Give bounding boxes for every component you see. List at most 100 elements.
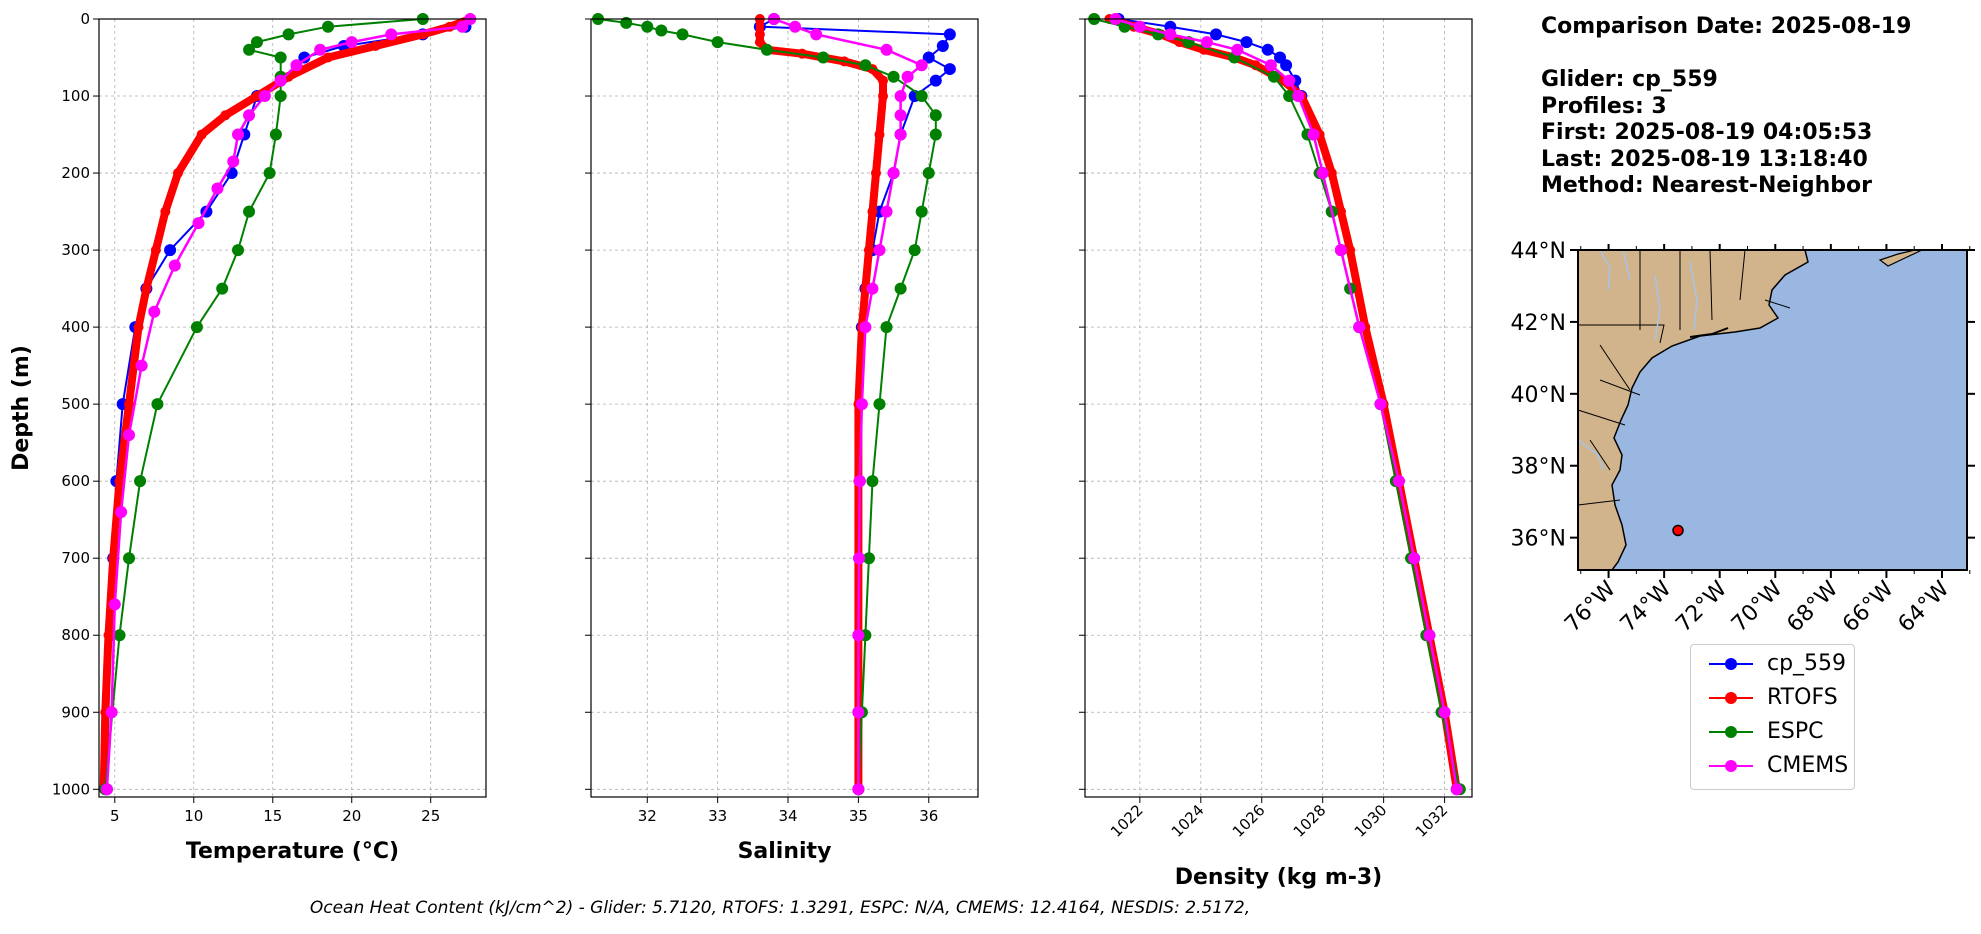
data-point-cmems: [115, 505, 128, 518]
data-point-rtofs: [863, 245, 874, 256]
data-point-cmems: [810, 28, 823, 41]
data-point-cmems: [1292, 90, 1305, 103]
data-point-cmems: [1408, 552, 1421, 565]
data-point-cmems: [789, 20, 802, 33]
data-point-cmems: [1374, 398, 1387, 411]
data-point-rtofs: [874, 129, 885, 140]
lon-label: 70°W: [1727, 576, 1788, 637]
x-tick-label: 1026: [1229, 801, 1269, 841]
data-point-cmems: [873, 244, 886, 257]
data-point-cmems: [1231, 43, 1244, 56]
data-point-espc: [269, 128, 282, 141]
river: [1689, 261, 1698, 331]
data-point-rtofs: [196, 129, 207, 140]
x-tick-label: 20: [342, 807, 361, 825]
state-border: [1764, 299, 1791, 309]
data-point-cmems: [1133, 20, 1146, 33]
data-point-cmems: [1316, 167, 1329, 180]
x-axis-label: Salinity: [738, 839, 832, 864]
lat-label: 36°N: [1511, 527, 1566, 552]
legend-item-glider: cp_559: [1701, 649, 1851, 679]
data-point-espc: [322, 20, 335, 33]
x-tick-label: 15: [263, 807, 282, 825]
y-tick-label: 200: [61, 164, 90, 182]
state-border: [1577, 499, 1621, 506]
series-line-rtofs: [99, 15, 472, 790]
long-island-coast: [1689, 333, 1713, 338]
y-tick-label: 400: [61, 318, 90, 336]
data-point-cmems: [1164, 28, 1177, 41]
y-tick-label: 0: [80, 10, 90, 28]
data-point-espc: [873, 398, 886, 411]
lat-label: 42°N: [1511, 311, 1566, 336]
data-point-cmems: [1334, 244, 1347, 257]
data-point-cmems: [385, 28, 398, 41]
data-point-cmems: [100, 783, 113, 796]
data-point-espc: [243, 205, 256, 218]
profile-count: Profiles: 3: [1541, 93, 1667, 119]
info-spacer: [1541, 41, 1911, 68]
data-point-espc: [1283, 90, 1296, 103]
y-tick-label: 300: [61, 241, 90, 259]
x-tick-label: 34: [778, 807, 797, 825]
glider-name: Glider: cp_559: [1541, 67, 1718, 92]
legend-item-espc: ESPC: [1701, 717, 1851, 747]
data-point-cp-559: [164, 244, 177, 257]
data-point-cmems: [852, 629, 865, 642]
data-point-cmems: [123, 428, 136, 441]
data-point-espc: [134, 475, 147, 488]
legend-item-rtofs: RTOFS: [1701, 683, 1851, 713]
data-point-espc: [922, 167, 935, 180]
data-point-espc: [190, 321, 203, 334]
data-point-cmems: [901, 70, 914, 83]
river: [1654, 274, 1661, 341]
data-point-espc: [655, 24, 668, 37]
comparison-date: Comparison Date: 2025-08-19: [1541, 14, 1912, 39]
lat-label: 38°N: [1511, 455, 1566, 480]
x-tick-label: 1032: [1412, 801, 1452, 841]
x-tick-label: 1028: [1290, 801, 1330, 841]
river: [1599, 249, 1611, 291]
x-tick-label: 33: [708, 807, 727, 825]
data-point-cmems: [1307, 128, 1320, 141]
data-point-espc: [274, 90, 287, 103]
data-point-cmems: [915, 59, 928, 72]
data-point-cmems: [1438, 706, 1451, 719]
plot-frame: [98, 18, 487, 798]
x-tick-label: 1022: [1107, 801, 1147, 841]
data-point-cmems: [866, 282, 879, 295]
data-point-espc: [915, 90, 928, 103]
data-point-espc: [282, 28, 295, 41]
legend: cp_559 RTOFS ESPC CMEMS: [1690, 644, 1855, 790]
data-point-espc: [862, 552, 875, 565]
data-point-espc: [250, 36, 263, 49]
data-point-cmems: [345, 36, 358, 49]
x-axis-label: Temperature (°C): [186, 839, 399, 864]
x-tick-label: 25: [421, 807, 440, 825]
data-point-cmems: [105, 706, 118, 719]
data-point-cmems: [1283, 74, 1296, 87]
data-point-cmems: [853, 552, 866, 565]
legend-marker-cmems: [1725, 760, 1737, 772]
data-point-cmems: [1264, 59, 1277, 72]
state-border: [1599, 379, 1641, 396]
data-point-rtofs: [172, 168, 183, 179]
data-point-espc: [887, 70, 900, 83]
data-point-rtofs: [878, 75, 889, 86]
data-point-cmems: [168, 259, 181, 272]
legend-label-glider: cp_559: [1767, 651, 1847, 676]
y-tick-label: 500: [61, 395, 90, 413]
data-point-cp-559: [929, 74, 942, 87]
y-tick-label: 800: [61, 626, 90, 644]
data-point-rtofs: [370, 40, 381, 51]
data-point-cmems: [290, 59, 303, 72]
data-point-cp-559: [943, 28, 956, 41]
data-point-espc: [243, 43, 256, 56]
last-time: Last: 2025-08-19 13:18:40: [1541, 146, 1868, 172]
data-point-espc: [760, 43, 773, 56]
data-point-cp-559: [943, 63, 956, 76]
data-point-rtofs: [141, 283, 152, 294]
interp-method: Method: Nearest-Neighbor: [1541, 173, 1872, 198]
x-tick-label: 1024: [1168, 801, 1208, 841]
